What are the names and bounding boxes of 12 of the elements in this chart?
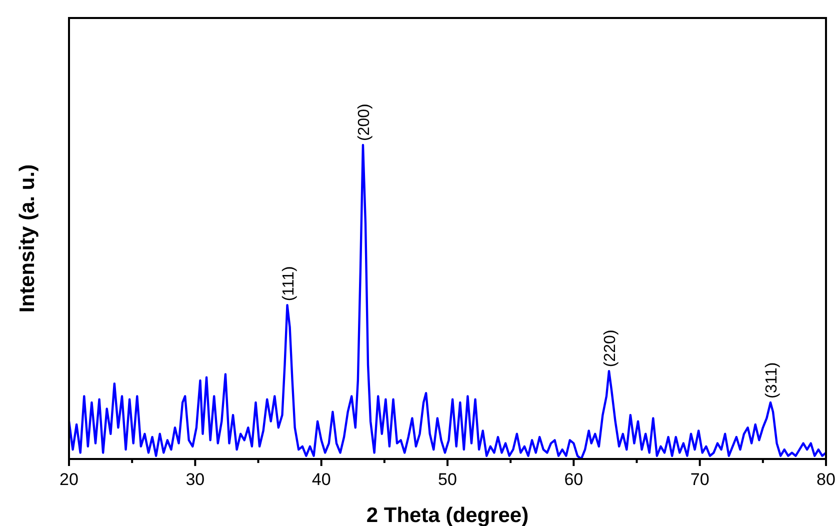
annotation: (111): [280, 266, 298, 302]
annotation: (220): [602, 330, 619, 368]
x-tick-label: 70: [690, 470, 710, 489]
x-tick-label: 80: [816, 470, 836, 489]
y-axis-title: Intensity (a. u.): [16, 164, 39, 313]
annotation: (200): [356, 104, 373, 142]
x-tick-label: 20: [60, 470, 78, 489]
annotation: (311): [763, 362, 780, 398]
x-tick-label: 60: [564, 470, 584, 489]
x-tick-label: 50: [438, 470, 457, 489]
x-tick-label: 30: [186, 470, 205, 489]
x-tick-label: 40: [312, 470, 331, 489]
